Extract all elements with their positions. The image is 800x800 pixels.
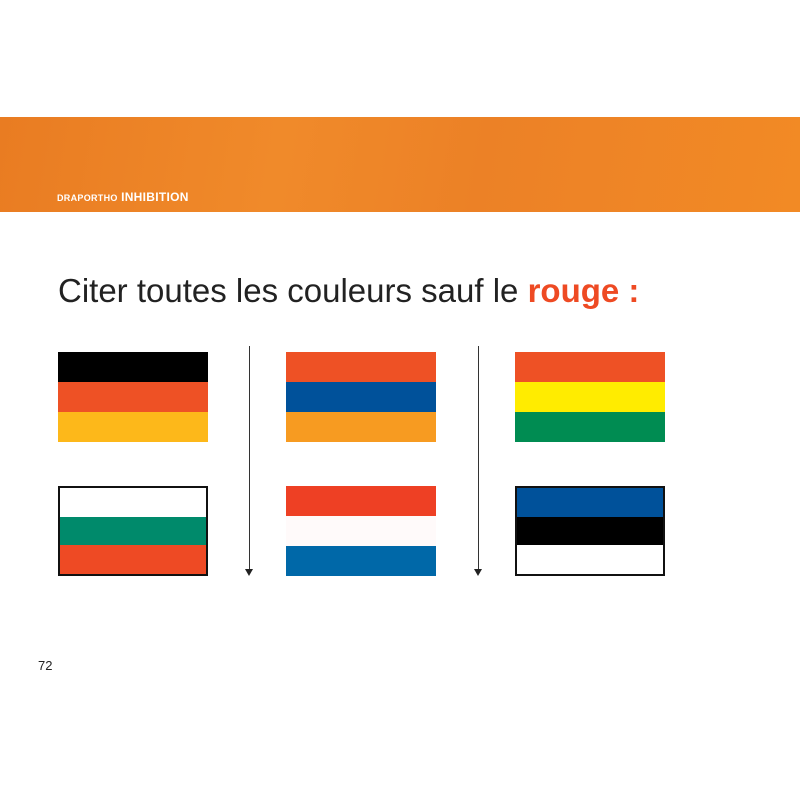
flag-stripe: [58, 412, 208, 442]
flag-stripe: [286, 412, 436, 442]
page-title: Citer toutes les couleurs sauf le rouge …: [58, 272, 639, 310]
flag-stripe: [60, 488, 206, 517]
flag: [515, 486, 665, 576]
header-banner: [0, 117, 800, 212]
arrow-down-icon: [245, 346, 253, 576]
flag: [286, 486, 436, 576]
flag-stripe: [58, 382, 208, 412]
arrow-down-icon: [474, 346, 482, 576]
flag-stripe: [58, 352, 208, 382]
flag-stripe: [286, 546, 436, 576]
flag-stripe: [286, 382, 436, 412]
flag: [58, 352, 208, 442]
flag: [515, 352, 665, 442]
flag: [286, 352, 436, 442]
flag-stripe: [60, 516, 206, 546]
title-text: Citer toutes les couleurs sauf le: [58, 272, 528, 309]
section-name: INHIBITION: [121, 190, 189, 204]
flag-stripe: [517, 516, 663, 546]
flag-stripe: [515, 382, 665, 412]
flag-stripe: [60, 545, 206, 575]
flag-stripe: [517, 488, 663, 517]
flag: [58, 486, 208, 576]
flag-stripe: [286, 352, 436, 382]
flag-stripe: [286, 516, 436, 546]
flag-stripe: [515, 412, 665, 442]
section-label: DRAPORTHO INHIBITION: [57, 190, 189, 204]
title-highlight: rouge :: [527, 272, 640, 309]
flag-stripe: [515, 352, 665, 382]
page-number: 72: [38, 658, 53, 673]
flag-stripe: [286, 486, 436, 516]
flag-stripe: [517, 545, 663, 575]
brand-label: DRAPORTHO: [57, 193, 118, 203]
